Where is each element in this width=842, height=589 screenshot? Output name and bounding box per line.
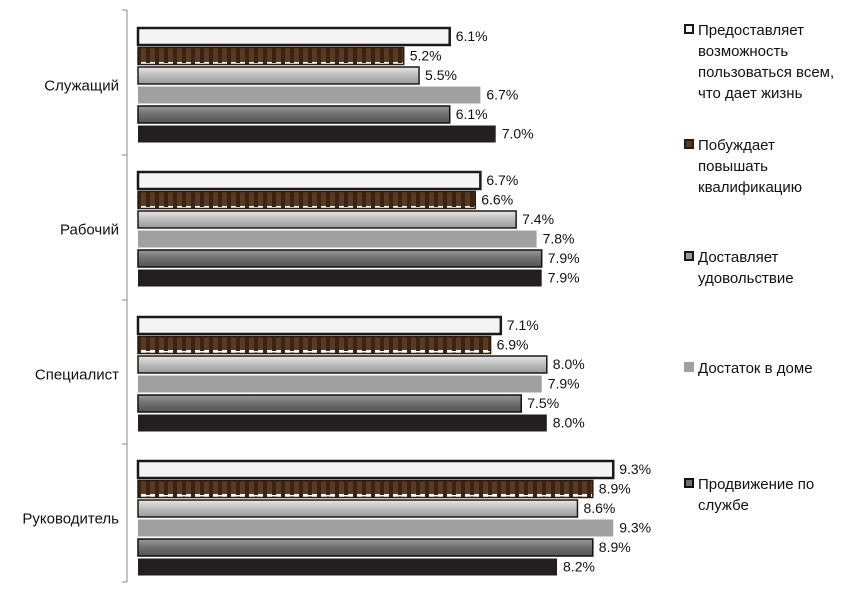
category-label: Рабочий bbox=[60, 221, 119, 238]
data-label: 7.0% bbox=[502, 126, 534, 142]
data-label: 8.9% bbox=[599, 481, 631, 497]
bar bbox=[137, 538, 594, 557]
bar bbox=[137, 335, 492, 355]
labels-group: Служащий Рабочий Специалист Руководитель 6.1… bbox=[22, 28, 651, 575]
data-label: 7.8% bbox=[543, 231, 575, 247]
data-label: 6.9% bbox=[497, 337, 529, 353]
data-label: 8.2% bbox=[563, 559, 595, 575]
data-label: 5.5% bbox=[425, 67, 457, 83]
legend: Предоставляет возможность пользоваться в… bbox=[684, 0, 842, 589]
bars-group bbox=[136, 26, 615, 576]
data-label: 7.9% bbox=[548, 270, 580, 286]
bar bbox=[138, 86, 481, 104]
data-label: 9.3% bbox=[619, 461, 651, 477]
legend-label: Продвижение по службе bbox=[698, 476, 815, 514]
data-label: 8.6% bbox=[583, 500, 615, 516]
data-label: 5.2% bbox=[410, 48, 442, 64]
legend-item: Доставляет удовольствие bbox=[684, 247, 842, 289]
bar bbox=[138, 375, 542, 393]
legend-swatch bbox=[684, 24, 694, 34]
bar bbox=[137, 210, 517, 229]
data-label: 6.7% bbox=[486, 172, 518, 188]
data-label: 7.1% bbox=[507, 317, 539, 333]
legend-swatch bbox=[684, 478, 694, 488]
data-label: 6.7% bbox=[486, 87, 518, 103]
bar bbox=[137, 394, 522, 413]
bar bbox=[137, 355, 548, 374]
data-label: 6.6% bbox=[481, 192, 513, 208]
legend-item: Предоставляет возможность пользоваться в… bbox=[684, 20, 842, 104]
legend-swatch bbox=[684, 251, 694, 261]
legend-label: Предоставляет возможность пользоваться в… bbox=[698, 22, 835, 102]
legend-label: Достаток в доме bbox=[698, 360, 813, 377]
bar bbox=[137, 46, 405, 66]
data-label: 8.9% bbox=[599, 539, 631, 555]
bar bbox=[138, 414, 547, 432]
legend-label: Побуждает повышать квалификацию bbox=[698, 137, 803, 196]
legend-swatch bbox=[684, 139, 694, 149]
legend-item: Побуждает повышать квалификацию bbox=[684, 135, 842, 198]
bar bbox=[137, 190, 477, 210]
bar bbox=[136, 315, 503, 336]
data-label: 7.9% bbox=[548, 250, 580, 266]
category-label: Руководитель bbox=[22, 510, 119, 527]
data-label: 7.5% bbox=[527, 395, 559, 411]
legend-swatch bbox=[684, 362, 694, 372]
data-label: 7.4% bbox=[522, 211, 554, 227]
bar bbox=[137, 499, 579, 518]
data-label: 7.9% bbox=[548, 376, 580, 392]
data-label: 8.0% bbox=[553, 356, 585, 372]
bar bbox=[137, 105, 451, 124]
bar bbox=[137, 66, 420, 85]
bar bbox=[137, 249, 543, 268]
data-label: 9.3% bbox=[619, 520, 651, 536]
bar bbox=[138, 230, 537, 248]
bar bbox=[138, 558, 558, 576]
bar bbox=[136, 26, 451, 47]
bar bbox=[138, 519, 614, 537]
data-label: 8.0% bbox=[553, 415, 585, 431]
category-label: Служащий bbox=[44, 77, 119, 94]
bar bbox=[138, 125, 496, 143]
legend-label: Доставляет удовольствие bbox=[698, 249, 794, 287]
data-label: 6.1% bbox=[456, 106, 488, 122]
bar bbox=[137, 479, 594, 499]
bar bbox=[136, 459, 615, 480]
category-label: Специалист bbox=[35, 366, 119, 383]
data-label: 6.1% bbox=[456, 28, 488, 44]
bar bbox=[138, 269, 542, 287]
y-axis-group bbox=[122, 9, 128, 583]
legend-item: Достаток в доме bbox=[684, 358, 842, 379]
legend-item: Продвижение по службе bbox=[684, 474, 842, 516]
bar bbox=[136, 170, 482, 191]
